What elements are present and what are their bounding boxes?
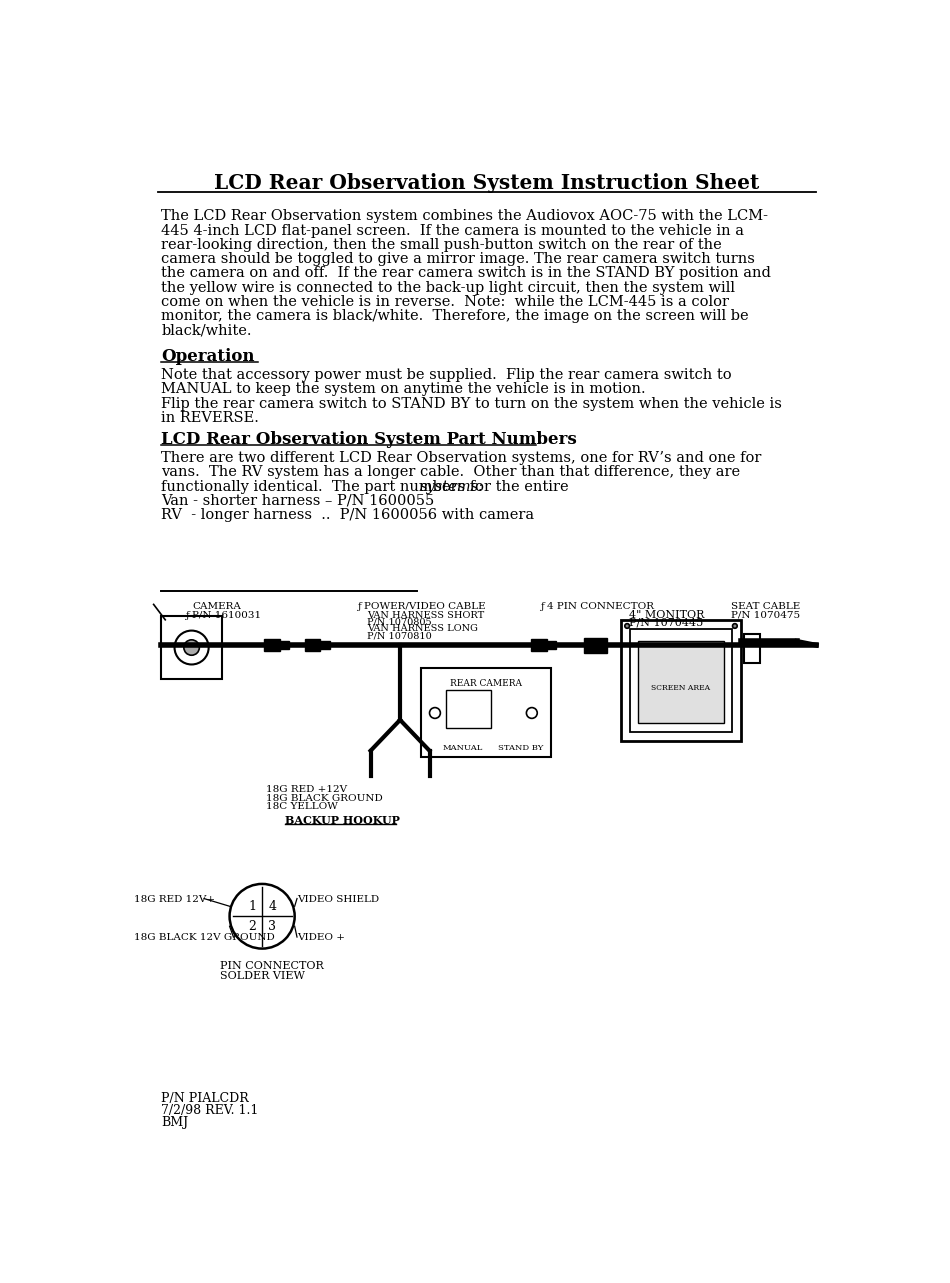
Circle shape [625, 624, 630, 629]
Bar [546, 642, 556, 649]
Text: ƒ P/N 1610031: ƒ P/N 1610031 [184, 611, 260, 620]
Text: RV  - longer harness  ..  P/N 1600056 with camera: RV - longer harness .. P/N 1600056 with … [162, 508, 535, 522]
Text: CAMERA: CAMERA [192, 602, 241, 611]
Text: SCREEN AREA: SCREEN AREA [652, 684, 711, 693]
Text: vans.  The RV system has a longer cable.  Other than that difference, they are: vans. The RV system has a longer cable. … [162, 466, 740, 480]
Text: camera should be toggled to give a mirror image. The rear camera switch turns: camera should be toggled to give a mirro… [162, 253, 755, 266]
Text: come on when the vehicle is in reverse.  Note:  while the LCM-445 is a color: come on when the vehicle is in reverse. … [162, 295, 730, 309]
Text: P/N 1070810: P/N 1070810 [367, 631, 431, 640]
Bar [264, 639, 280, 652]
Text: systems:: systems: [420, 480, 484, 494]
Bar [638, 642, 724, 724]
Text: 18G BLACK GROUND: 18G BLACK GROUND [266, 794, 383, 803]
Text: 4: 4 [268, 899, 276, 912]
Bar [744, 634, 760, 663]
Text: PIN CONNECTOR: PIN CONNECTOR [219, 961, 323, 971]
Text: Note that accessory power must be supplied.  Flip the rear camera switch to: Note that accessory power must be suppli… [162, 368, 732, 382]
Text: P/N PIALCDR: P/N PIALCDR [162, 1092, 249, 1105]
Text: in REVERSE.: in REVERSE. [162, 411, 259, 425]
Text: VIDEO SHIELD: VIDEO SHIELD [297, 894, 379, 903]
Text: P/N 1070445: P/N 1070445 [629, 617, 703, 627]
Text: LCD Rear Observation System Part Numbers: LCD Rear Observation System Part Numbers [162, 431, 578, 448]
Text: The LCD Rear Observation system combines the Audiovox AOC-75 with the LCM-: The LCD Rear Observation system combines… [162, 209, 769, 223]
Circle shape [429, 708, 441, 718]
Bar [583, 638, 607, 653]
Text: 2: 2 [248, 920, 256, 933]
Bar [280, 642, 289, 649]
Text: 18C YELLOW: 18C YELLOW [266, 802, 338, 811]
Text: REAR CAMERA: REAR CAMERA [450, 679, 522, 688]
Bar [531, 639, 546, 652]
Bar [162, 616, 221, 679]
Text: rear-looking direction, then the small push-button switch on the rear of the: rear-looking direction, then the small p… [162, 237, 722, 251]
Text: monitor, the camera is black/white.  Therefore, the image on the screen will be: monitor, the camera is black/white. Ther… [162, 309, 749, 323]
Text: P/N 1070805: P/N 1070805 [367, 617, 431, 626]
Text: BACKUP HOOKUP: BACKUP HOOKUP [285, 815, 400, 826]
Text: STAND BY: STAND BY [499, 744, 543, 752]
Text: SOLDER VIEW: SOLDER VIEW [219, 971, 304, 981]
Text: the camera on and off.  If the rear camera switch is in the STAND BY position an: the camera on and off. If the rear camer… [162, 267, 771, 281]
Text: ƒ POWER/VIDEO CABLE: ƒ POWER/VIDEO CABLE [357, 602, 486, 611]
Text: black/white.: black/white. [162, 323, 252, 337]
Bar [446, 690, 491, 729]
Bar [621, 620, 741, 742]
Text: 18G RED 12V+: 18G RED 12V+ [134, 894, 216, 903]
Text: VAN HARNESS LONG: VAN HARNESS LONG [367, 625, 478, 634]
Text: functionally identical.  The part numbers for the entire: functionally identical. The part numbers… [162, 480, 574, 494]
Bar [320, 642, 330, 649]
Text: MANUAL: MANUAL [443, 744, 483, 752]
Text: SEAT CABLE: SEAT CABLE [731, 602, 800, 611]
Text: VIDEO +: VIDEO + [297, 933, 345, 942]
Text: ƒ 4 PIN CONNECTOR: ƒ 4 PIN CONNECTOR [540, 602, 654, 611]
Text: 18G BLACK 12V GROUND: 18G BLACK 12V GROUND [134, 933, 275, 942]
Bar [421, 668, 551, 757]
Text: BMJ: BMJ [162, 1116, 188, 1129]
Circle shape [184, 640, 200, 656]
Text: 7/2/98 REV. 1.1: 7/2/98 REV. 1.1 [162, 1105, 258, 1117]
Text: Flip the rear camera switch to STAND BY to turn on the system when the vehicle i: Flip the rear camera switch to STAND BY … [162, 396, 782, 411]
Text: P/N 1070475: P/N 1070475 [731, 611, 800, 620]
Circle shape [732, 624, 737, 629]
Text: 1: 1 [248, 899, 256, 912]
Text: 18G RED +12V: 18G RED +12V [266, 785, 347, 794]
Text: Van - shorter harness – P/N 1600055: Van - shorter harness – P/N 1600055 [162, 494, 434, 508]
Text: 445 4-inch LCD flat-panel screen.  If the camera is mounted to the vehicle in a: 445 4-inch LCD flat-panel screen. If the… [162, 223, 745, 237]
Text: VAN HARNESS SHORT: VAN HARNESS SHORT [367, 611, 484, 620]
Circle shape [230, 884, 294, 948]
Circle shape [175, 630, 209, 665]
Text: Operation: Operation [162, 348, 255, 364]
Text: 3: 3 [268, 920, 276, 933]
Text: There are two different LCD Rear Observation systems, one for RV’s and one for: There are two different LCD Rear Observa… [162, 452, 762, 466]
Bar [305, 639, 320, 652]
Text: LCD Rear Observation System Instruction Sheet: LCD Rear Observation System Instruction … [215, 173, 759, 194]
Circle shape [526, 708, 538, 718]
Bar [630, 629, 732, 733]
Text: MANUAL to keep the system on anytime the vehicle is in motion.: MANUAL to keep the system on anytime the… [162, 382, 646, 396]
Text: the yellow wire is connected to the back-up light circuit, then the system will: the yellow wire is connected to the back… [162, 281, 735, 295]
Text: 4" MONITOR: 4" MONITOR [629, 609, 704, 620]
